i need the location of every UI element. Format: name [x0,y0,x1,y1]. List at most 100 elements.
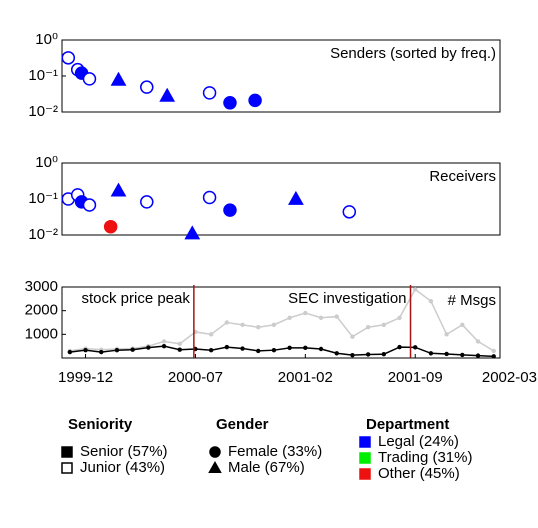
x-tick-label: 2000-07 [168,369,223,386]
line-point [161,343,167,349]
legend-label: Male (67%) [228,459,305,476]
line-point [99,349,104,355]
legend-marker [208,460,222,473]
point [342,205,357,219]
line-point [208,347,214,353]
legend-marker [359,452,371,464]
line-point [491,354,496,359]
line-point [428,299,434,304]
point [110,71,127,86]
line-point [271,322,277,328]
x-tick-label: 2001-09 [388,369,443,386]
line-point [381,352,387,357]
x-tick-label: 2001-02 [278,369,333,386]
legend-label: Female (33%) [228,443,322,460]
line-point [350,334,355,339]
line-point [287,315,292,320]
panel-label: Senders (sorted by freq.) [330,45,496,62]
point [223,203,237,217]
point [103,219,118,234]
legend-title: Seniority [68,416,133,433]
line [69,345,494,358]
line-point [413,287,418,292]
y-tick-label: 10⁻² [28,103,58,120]
y-tick-label: 1000 [25,325,58,342]
line-point [303,310,308,316]
point [202,190,217,205]
legend-label: Senior (57%) [80,443,168,460]
line-point [318,315,324,320]
x-tick-label: 2002-03 [482,369,537,386]
legend-label: Trading (31%) [378,449,472,466]
line-point [460,352,465,358]
legend-title: Gender [216,416,269,433]
line-point [161,339,167,344]
point [288,190,304,205]
line-point [334,351,339,356]
line-point [271,347,277,353]
line-point [224,320,230,325]
point [140,195,154,209]
point [110,182,127,197]
line-point [444,332,449,337]
line-point [350,352,355,358]
legend-marker [209,446,221,458]
point [61,51,76,65]
point [82,72,97,86]
y-tick-label: 10⁻¹ [28,67,58,84]
line-point [224,344,230,350]
point [82,198,97,212]
line-point [428,351,434,356]
line-point [83,347,88,353]
line-point [397,344,402,350]
line-point [381,322,387,328]
event-label: SEC investigation [288,290,406,307]
line-point [240,322,245,328]
point [202,86,217,100]
legend-label: Junior (43%) [80,459,165,476]
line-point [475,353,481,358]
point [248,93,262,108]
point [223,96,237,110]
legend-marker [359,468,371,480]
event-label: stock price peak [81,290,190,307]
line-point [460,322,465,328]
line-point [177,341,182,346]
line [69,288,495,352]
point [184,225,201,240]
legend-title: Department [366,416,449,433]
plot-frame [61,286,501,359]
x-tick-label: 1999-12 [58,369,113,386]
y-tick-label: 10⁰ [35,31,58,48]
line-point [397,315,402,320]
line-point [208,332,214,337]
line-point [334,314,339,319]
legend-label: Legal (24%) [378,433,459,450]
y-tick-label: 2000 [25,302,58,319]
point [159,87,176,102]
line-point [318,346,324,352]
point [140,80,154,94]
y-tick-label: 10⁻¹ [28,190,58,207]
line-point [303,345,308,351]
y-tick-label: 10⁻² [28,226,58,243]
legend-marker [359,436,371,448]
line-point [475,339,481,344]
line-point [146,345,151,350]
y-tick-label: 3000 [25,278,58,295]
line-point [130,347,135,352]
line-point [240,346,245,351]
line-point [256,325,261,330]
panel-label: Receivers [429,168,496,185]
legend-marker [61,446,73,458]
line-point [365,352,371,357]
line-point [177,347,182,352]
line-point [114,347,120,353]
line-point [365,325,371,330]
line-point [256,348,261,354]
line-point [67,349,73,355]
line-point [287,345,292,351]
legend-label: Other (45%) [378,465,460,482]
line-point [444,351,449,357]
